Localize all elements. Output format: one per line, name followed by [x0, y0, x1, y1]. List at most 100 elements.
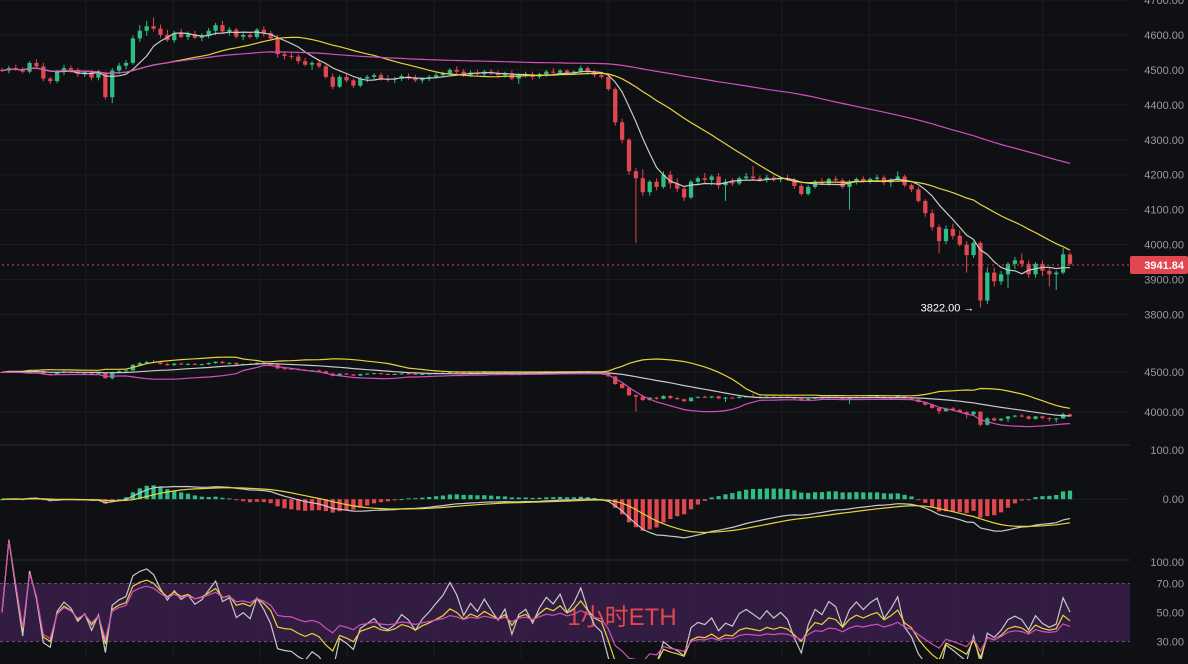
macd-histogram-bar	[806, 492, 811, 500]
boll-candle-body	[1060, 414, 1066, 419]
rsi-mid-line	[1, 539, 1071, 664]
candle-body	[516, 75, 521, 79]
macd-histogram-bar	[151, 485, 156, 500]
macd-histogram-bar	[358, 499, 363, 508]
boll-candle-body	[82, 372, 87, 374]
boll-candle-body	[220, 361, 225, 364]
candle-body	[254, 29, 260, 38]
candle-body	[971, 242, 976, 256]
macd-histogram-bar	[1047, 495, 1052, 500]
rsi-y-tick-label: 30.00	[1156, 637, 1184, 649]
candle-body	[158, 28, 163, 35]
macd-histogram-bar	[578, 496, 583, 500]
macd-histogram-bar	[227, 498, 232, 500]
rsi-panel[interactable]	[1, 539, 1071, 664]
candle-body	[27, 62, 32, 72]
macd-histogram-bar	[247, 499, 253, 503]
boll-candle-body	[144, 362, 149, 364]
candle-body	[96, 73, 101, 78]
macd-histogram-bar	[261, 499, 266, 503]
macd-histogram-bar	[282, 499, 287, 509]
macd-histogram-bar	[833, 491, 838, 500]
candle-body	[179, 33, 184, 38]
macd-histogram-bar	[998, 499, 1004, 513]
macd-histogram-bar	[716, 496, 721, 500]
macd-histogram-bar	[619, 499, 625, 515]
boll-candle-body	[41, 371, 46, 374]
macd-histogram-bar	[330, 499, 335, 513]
macd-histogram-bar	[213, 496, 218, 500]
price-markers: 3941.84 3822.00 →	[2, 255, 1188, 315]
macd-histogram-bar	[923, 499, 928, 503]
macd-histogram-bar	[737, 491, 742, 500]
macd-histogram-bar	[723, 494, 728, 500]
ma-mid-line	[1, 36, 1071, 251]
main-y-tick-label: 4300.00	[1144, 135, 1184, 147]
boll-candle-body	[447, 372, 453, 373]
macd-histogram-bar	[303, 499, 308, 511]
candle-body	[337, 76, 342, 87]
macd-histogram-bar	[874, 492, 880, 500]
macd-y-tick-label: 100.00	[1150, 445, 1184, 457]
macd-histogram-bar	[812, 492, 818, 500]
candle-body	[137, 30, 142, 39]
boll-candle-body	[978, 411, 983, 425]
candle-body	[103, 73, 108, 98]
candle-body	[89, 71, 94, 78]
candle-body	[110, 70, 115, 98]
rsi-y-tick-label: 50.00	[1156, 608, 1184, 620]
boll-candle-body	[799, 398, 804, 401]
macd-histogram-bar	[509, 497, 515, 500]
boll-candle-body	[626, 388, 632, 396]
macd-histogram-bar	[971, 499, 976, 511]
candle-body	[144, 26, 149, 31]
boll-candle-body	[695, 396, 701, 398]
macd-histogram-bar	[537, 497, 542, 500]
chart-title-watermark: 1小时ETH	[567, 604, 676, 631]
macd-histogram-bar	[702, 499, 707, 501]
macd-histogram-bar	[1033, 497, 1038, 500]
macd-histogram-bar	[1019, 499, 1024, 501]
main-y-tick-label: 4600.00	[1144, 30, 1184, 42]
macd-histogram-bar	[688, 499, 694, 510]
candle-body	[75, 69, 80, 75]
macd-histogram-bar	[1060, 491, 1066, 500]
macd-histogram-bar	[633, 499, 639, 528]
macd-panel[interactable]	[0, 485, 1073, 539]
candle-body	[647, 181, 652, 193]
boll-candle-body	[957, 410, 962, 412]
macd-histogram-bar	[234, 499, 239, 501]
macd-histogram-bar	[378, 499, 384, 503]
candle-body	[213, 25, 218, 31]
macd-histogram-bar	[957, 499, 962, 513]
candle-body	[330, 76, 335, 87]
boll-candle-body	[661, 396, 666, 399]
boll-candle-body	[110, 372, 115, 379]
boll-candle-body	[709, 396, 714, 398]
candle-body	[227, 29, 232, 32]
candle-body	[261, 29, 266, 34]
price-axis[interactable]: 4700.00 4600.00 4500.00 4400.00 4300.00 4200.…	[1144, 0, 1184, 649]
boll-candle-body	[96, 372, 101, 374]
boll-y-tick-label: 4500.00	[1144, 367, 1184, 379]
boll-candle-body	[723, 397, 728, 399]
candle-body	[275, 38, 280, 55]
rsi-slow-line	[1, 539, 1071, 663]
boll-candle-body	[158, 362, 163, 364]
candle-body	[1054, 272, 1059, 275]
boll-y-tick-label: 4000.00	[1144, 407, 1184, 419]
boll-candle-body	[688, 397, 694, 402]
current-price-tag	[1130, 255, 1188, 274]
candle-body	[557, 70, 563, 73]
macd-histogram-bar	[785, 489, 790, 500]
macd-histogram-bar	[165, 489, 170, 500]
macd-histogram-bar	[778, 488, 783, 500]
macd-histogram-bar	[668, 499, 673, 520]
bollinger-panel[interactable]	[0, 356, 1073, 428]
main-y-tick-label: 3900.00	[1144, 275, 1184, 287]
candle-body	[461, 71, 466, 76]
macd-histogram-bar	[365, 499, 370, 506]
candle-body	[750, 176, 756, 179]
